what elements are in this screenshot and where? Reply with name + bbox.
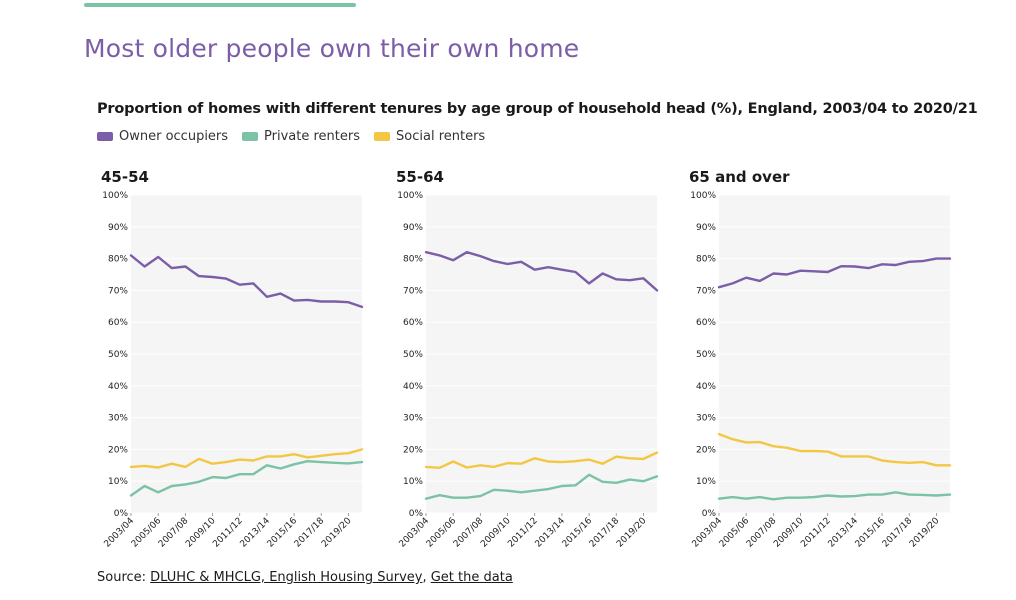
y-tick-label: 50% (403, 350, 423, 360)
y-tick-label: 80% (108, 255, 128, 265)
y-tick-label: 20% (403, 445, 423, 455)
y-tick-label: 10% (108, 477, 128, 487)
legend-swatch-social-renters (374, 132, 391, 141)
y-tick-label: 60% (108, 318, 128, 328)
y-tick-label: 60% (696, 318, 716, 328)
y-tick-label: 40% (108, 382, 128, 392)
legend-label-owner-occupiers: Owner occupiers (119, 129, 229, 144)
top-accent-rule (84, 3, 356, 7)
y-tick-label: 90% (403, 223, 423, 233)
y-tick-label: 20% (108, 445, 128, 455)
legend: Owner occupiers Private renters Social r… (97, 129, 499, 144)
x-tick-label: 2019/20 (320, 516, 354, 550)
y-tick-label: 0% (702, 509, 717, 519)
source-separator: , (422, 570, 431, 585)
y-tick-label: 10% (403, 477, 423, 487)
series-line-private-renters-45-54 (129, 460, 364, 497)
x-tick-label: 2019/20 (908, 516, 942, 550)
y-tick-label: 10% (696, 477, 716, 487)
series-line-private-renters-55-64 (424, 473, 659, 500)
y-tick-label: 50% (696, 350, 716, 360)
get-the-data-link[interactable]: Get the data (430, 570, 513, 585)
series-line-owner-occupiers-65-and-over (717, 257, 952, 289)
series-line-owner-occupiers-55-64 (424, 250, 659, 292)
panel-title-55-64: 55-64 (396, 168, 444, 186)
panel-title-45-54: 45-54 (101, 168, 149, 186)
legend-item-private-renters: Private renters (242, 129, 360, 144)
y-tick-label: 30% (403, 414, 423, 424)
legend-item-owner-occupiers: Owner occupiers (97, 129, 228, 144)
legend-swatch-private-renters (242, 132, 259, 141)
y-tick-label: 20% (696, 445, 716, 455)
small-multiples-chart: 45-54 0% 10% 20% 30% 40% 50% 60% 70% 80% 90% 100% 20… (101, 168, 952, 550)
legend-swatch-owner-occupiers (97, 132, 113, 141)
chart-title: Proportion of homes with different tenur… (97, 101, 978, 117)
y-tick-label: 40% (696, 382, 716, 392)
series-line-social-renters-55-64 (424, 451, 659, 469)
series-line-private-renters-65-and-over (717, 491, 952, 501)
y-tick-label: 70% (108, 286, 128, 296)
y-tick-label: 60% (403, 318, 423, 328)
y-tick-label: 80% (696, 255, 716, 265)
y-tick-label: 40% (403, 382, 423, 392)
legend-label-private-renters: Private renters (264, 129, 361, 144)
y-tick-label: 80% (403, 255, 423, 265)
page-title: Most older people own their own home (84, 34, 580, 63)
series-line-social-renters-65-and-over (717, 432, 952, 467)
y-tick-label: 50% (108, 350, 128, 360)
series-line-owner-occupiers-45-54 (129, 254, 364, 309)
y-tick-label: 100% (690, 191, 716, 201)
source-line: Source: DLUHC & MHCLG, English Housing S… (97, 570, 513, 585)
y-tick-label: 100% (397, 191, 423, 201)
y-tick-label: 100% (102, 191, 128, 201)
y-tick-label: 70% (696, 286, 716, 296)
panel-title-65-and-over: 65 and over (689, 168, 790, 186)
y-tick-label: 30% (108, 414, 128, 424)
y-tick-label: 70% (403, 286, 423, 296)
y-tick-label: 0% (409, 509, 424, 519)
series-line-social-renters-45-54 (129, 448, 364, 469)
source-link-english-housing-survey[interactable]: DLUHC & MHCLG, English Housing Survey (150, 570, 423, 585)
y-tick-label: 90% (108, 223, 128, 233)
y-tick-label: 0% (114, 509, 129, 519)
x-tick-label: 2019/20 (615, 516, 649, 550)
legend-label-social-renters: Social renters (396, 129, 486, 144)
y-tick-label: 90% (696, 223, 716, 233)
legend-item-social-renters: Social renters (374, 129, 485, 144)
y-tick-label: 30% (696, 414, 716, 424)
source-prefix: Source: (97, 570, 151, 585)
